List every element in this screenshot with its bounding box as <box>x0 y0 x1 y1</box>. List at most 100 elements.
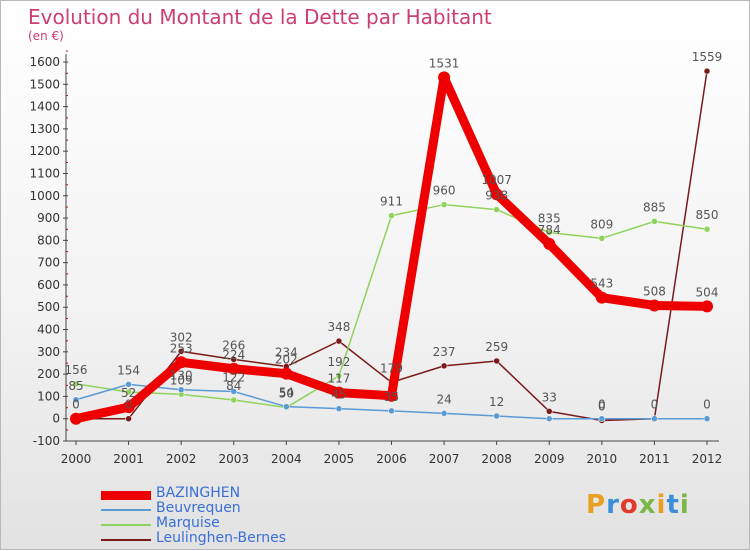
data-point <box>651 415 658 422</box>
data-label: 885 <box>643 200 666 214</box>
chart-title: Evolution du Montant de la Dette par Hab… <box>28 5 492 29</box>
legend-label: Beuvrequen <box>156 500 241 516</box>
x-tick-label: 2011 <box>639 452 670 466</box>
data-label: 237 <box>433 345 456 359</box>
data-label: 504 <box>696 285 719 299</box>
data-label: 33 <box>542 390 557 404</box>
data-point <box>493 412 500 420</box>
data-label: 1559 <box>692 50 723 64</box>
data-label: 938 <box>485 189 508 203</box>
x-tick-label: 2002 <box>166 452 197 466</box>
data-point <box>335 405 343 412</box>
data-label: 52 <box>121 386 136 400</box>
data-point <box>388 212 395 219</box>
data-point <box>125 381 132 388</box>
legend-swatch <box>101 509 151 511</box>
data-label: 348 <box>327 320 350 334</box>
data-point <box>703 225 711 233</box>
data-point <box>175 356 188 369</box>
data-label: 0 <box>598 399 606 413</box>
data-label: 224 <box>222 348 245 362</box>
x-tick-label: 2010 <box>587 452 618 466</box>
data-point <box>332 386 345 399</box>
data-point <box>72 380 80 388</box>
data-label: 234 <box>275 346 298 360</box>
data-label: 117 <box>327 372 350 386</box>
legend-label: Marquise <box>156 515 220 531</box>
data-label: 266 <box>222 338 245 352</box>
data-point <box>546 415 553 422</box>
data-point <box>227 362 240 375</box>
y-tick-label: 1000 <box>29 189 60 203</box>
y-tick-label: -100 <box>33 434 60 448</box>
logo-letter: r <box>606 490 620 520</box>
y-tick-label: 500 <box>37 300 60 314</box>
data-point <box>440 201 448 208</box>
logo-letter: t <box>666 490 680 520</box>
data-label: 179 <box>380 361 403 375</box>
data-point <box>70 412 82 425</box>
data-label: 508 <box>643 284 666 298</box>
x-tick-label: 2006 <box>376 452 407 466</box>
data-point <box>125 388 132 396</box>
data-point <box>493 206 500 213</box>
y-tick-label: 600 <box>37 278 60 292</box>
data-label: 809 <box>590 217 613 231</box>
y-tick-label: 300 <box>37 345 60 359</box>
data-label: 202 <box>275 353 298 367</box>
data-label: 85 <box>68 379 83 393</box>
data-point <box>440 410 448 417</box>
legend-label: BAZINGHEN <box>156 485 241 501</box>
logo-letter: o <box>619 490 639 520</box>
chart-subtitle: (en €) <box>28 29 64 43</box>
data-label: 35 <box>384 390 399 404</box>
data-label: 302 <box>170 330 193 344</box>
data-point <box>543 237 556 250</box>
data-point <box>546 229 553 236</box>
data-point <box>438 71 451 84</box>
data-label: 850 <box>696 208 719 222</box>
y-tick-label: 1600 <box>29 55 60 69</box>
logo-letter: i <box>679 490 690 520</box>
data-point <box>440 362 448 370</box>
x-tick-label: 2007 <box>429 452 460 466</box>
data-label: 911 <box>380 195 403 209</box>
data-label: 0 <box>703 398 711 412</box>
data-label: 253 <box>170 341 193 355</box>
data-label: 1531 <box>429 56 460 70</box>
data-point <box>125 415 132 422</box>
y-tick-label: 200 <box>37 367 60 381</box>
data-label: 24 <box>436 392 451 406</box>
data-point <box>493 357 500 365</box>
data-label: 835 <box>538 212 561 226</box>
data-point <box>703 67 711 75</box>
data-label: 0 <box>72 398 80 412</box>
legend-swatch <box>101 524 151 526</box>
x-tick-label: 2001 <box>113 452 144 466</box>
x-tick-label: 2012 <box>692 452 723 466</box>
data-point <box>335 337 343 345</box>
legend-swatch <box>101 539 151 541</box>
data-label: 543 <box>590 277 613 291</box>
data-point <box>703 415 711 422</box>
data-point <box>177 386 185 393</box>
data-point <box>388 407 395 415</box>
data-label: 960 <box>433 184 456 198</box>
logo-letter: i <box>656 490 667 520</box>
data-label: 54 <box>279 386 294 400</box>
legend-label: Leulinghen-Bernes <box>156 530 286 546</box>
y-tick-label: 100 <box>37 389 60 403</box>
y-tick-label: 1200 <box>29 144 60 158</box>
data-point <box>230 396 237 404</box>
data-point <box>598 415 606 422</box>
data-label: 1007 <box>481 173 512 187</box>
x-tick-label: 2003 <box>218 452 249 466</box>
y-tick-label: 1300 <box>29 122 60 136</box>
data-point <box>230 356 237 363</box>
data-label: 109 <box>170 373 193 387</box>
proxiti-logo: Proxiti <box>586 490 690 520</box>
y-tick-label: 900 <box>37 211 60 225</box>
data-label: 0 <box>125 398 133 412</box>
data-label: 12 <box>489 395 504 409</box>
